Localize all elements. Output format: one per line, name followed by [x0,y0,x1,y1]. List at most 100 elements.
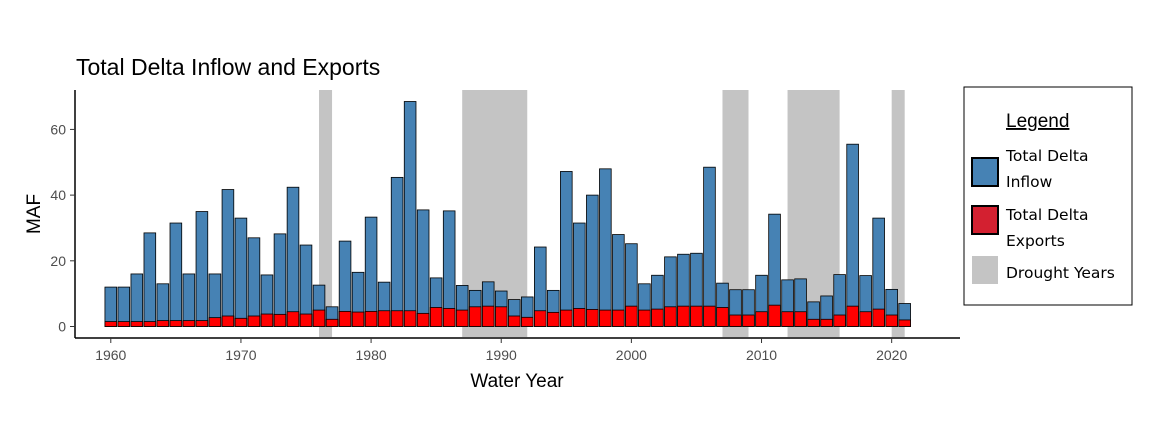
exports-bar-2021 [898,319,911,327]
inflow-bar-1980 [364,216,378,327]
inflow-bar-1983 [403,101,417,327]
inflow-bar-1974 [286,186,300,327]
exports-bar-2007 [716,307,729,327]
legend-swatch-exports [971,205,999,235]
exports-bar-1976 [312,309,326,327]
exports-bar-1991 [507,315,521,327]
exports-bar-1961 [117,321,131,327]
exports-bar-1987 [455,309,469,327]
x-tick-label-1990: 1990 [486,347,517,363]
inflow-bar-1973 [273,233,287,327]
exports-bar-2013 [794,311,807,327]
exports-bar-2018 [859,311,872,327]
legend-swatch-drought [972,256,998,284]
inflow-bars [104,101,911,327]
inflow-bar-1998 [599,168,612,327]
exports-bar-1992 [521,316,534,327]
exports-bar-1981 [377,310,391,327]
exports-bar-1962 [130,321,144,327]
y-tick-label-20: 20 [50,253,66,269]
legend-label-inflow-1: Inflow [1006,173,1053,191]
exports-bar-2019 [872,308,885,327]
inflow-bar-1961 [117,286,131,327]
legend-label-drought-0: Drought Years [1006,264,1115,282]
exports-bars [104,304,911,327]
legend-label-exports-1: Exports [1006,232,1065,250]
x-tick-label-2010: 2010 [746,347,777,363]
legend-title: Legend [1006,111,1069,132]
exports-bar-1979 [351,311,365,327]
inflow-bar-1962 [130,273,144,327]
exports-bar-1980 [364,310,378,327]
exports-bar-1974 [286,311,300,327]
exports-bar-2008 [729,314,742,327]
exports-bar-2020 [885,314,898,327]
legend-label-inflow-0: Total Delta [1005,147,1088,165]
exports-bar-2010 [755,311,768,327]
exports-bar-2012 [781,311,794,327]
inflow-bar-1971 [247,237,261,327]
legend-swatch-inflow [971,157,999,187]
exports-bar-1966 [182,320,196,327]
exports-bar-1969 [221,315,235,327]
exports-bar-1988 [468,306,482,327]
exports-bar-1997 [586,309,599,327]
inflow-bar-2006 [703,166,716,327]
y-axis-ticks: 0 20 40 60 [50,121,75,335]
x-tick-label-2000: 2000 [616,347,647,363]
exports-bar-1983 [403,310,417,327]
exports-bar-1994 [547,311,560,327]
y-tick-label-0: 0 [58,319,66,335]
legend-label-exports-0: Total Delta [1005,206,1088,224]
exports-bar-2003 [664,306,677,327]
exports-bar-1970 [234,317,248,327]
exports-bar-1998 [599,309,612,327]
exports-bar-2016 [833,314,846,327]
exports-bar-1985 [429,307,443,327]
exports-bar-1965 [169,320,183,327]
x-axis-ticks: 1960 1970 1980 1990 2000 2010 2020 [95,338,907,363]
exports-bar-1990 [494,306,508,327]
exports-bar-1963 [143,321,157,327]
exports-bar-1972 [260,313,274,327]
inflow-bar-1984 [416,209,430,327]
exports-bar-2000 [625,305,638,327]
exports-bar-1964 [156,320,170,327]
exports-bar-1984 [416,312,430,327]
exports-bar-2005 [690,305,703,327]
exports-bar-1971 [247,315,261,327]
exports-bar-2014 [807,318,820,327]
inflow-bar-1997 [586,194,599,327]
exports-bar-1982 [390,310,404,327]
inflow-bar-1995 [560,171,573,327]
inflow-bar-1964 [156,283,170,327]
exports-bar-1967 [195,320,209,327]
exports-bar-2006 [703,305,716,327]
exports-bar-1973 [273,313,287,327]
exports-bar-1977 [325,318,339,327]
exports-bar-2009 [742,314,755,327]
drought-band-2020 [891,90,905,337]
legend: Legend Total Delta Inflow Total Delta Expor… [963,86,1133,306]
exports-bar-2011 [768,304,781,327]
inflow-bar-1960 [104,286,118,327]
x-axis-title: Water Year [470,371,564,392]
drought-band-1976 [319,90,333,337]
chart-title: Total Delta Inflow and Exports [76,54,380,80]
y-axis-title: MAF [24,194,45,234]
inflow-bar-2017 [846,143,859,327]
exports-bar-2002 [651,308,664,327]
y-tick-label-60: 60 [50,121,66,137]
exports-bar-2001 [638,309,651,327]
exports-bar-1986 [442,308,456,327]
inflow-bar-1969 [221,189,235,327]
exports-bar-1978 [338,310,352,327]
x-tick-label-2020: 2020 [876,347,907,363]
inflow-bar-1966 [182,273,196,327]
inflow-bar-1965 [169,222,183,327]
exports-bar-1989 [481,305,495,327]
exports-bar-2017 [846,305,859,327]
exports-bar-1968 [208,317,222,327]
exports-bar-1999 [612,309,625,327]
